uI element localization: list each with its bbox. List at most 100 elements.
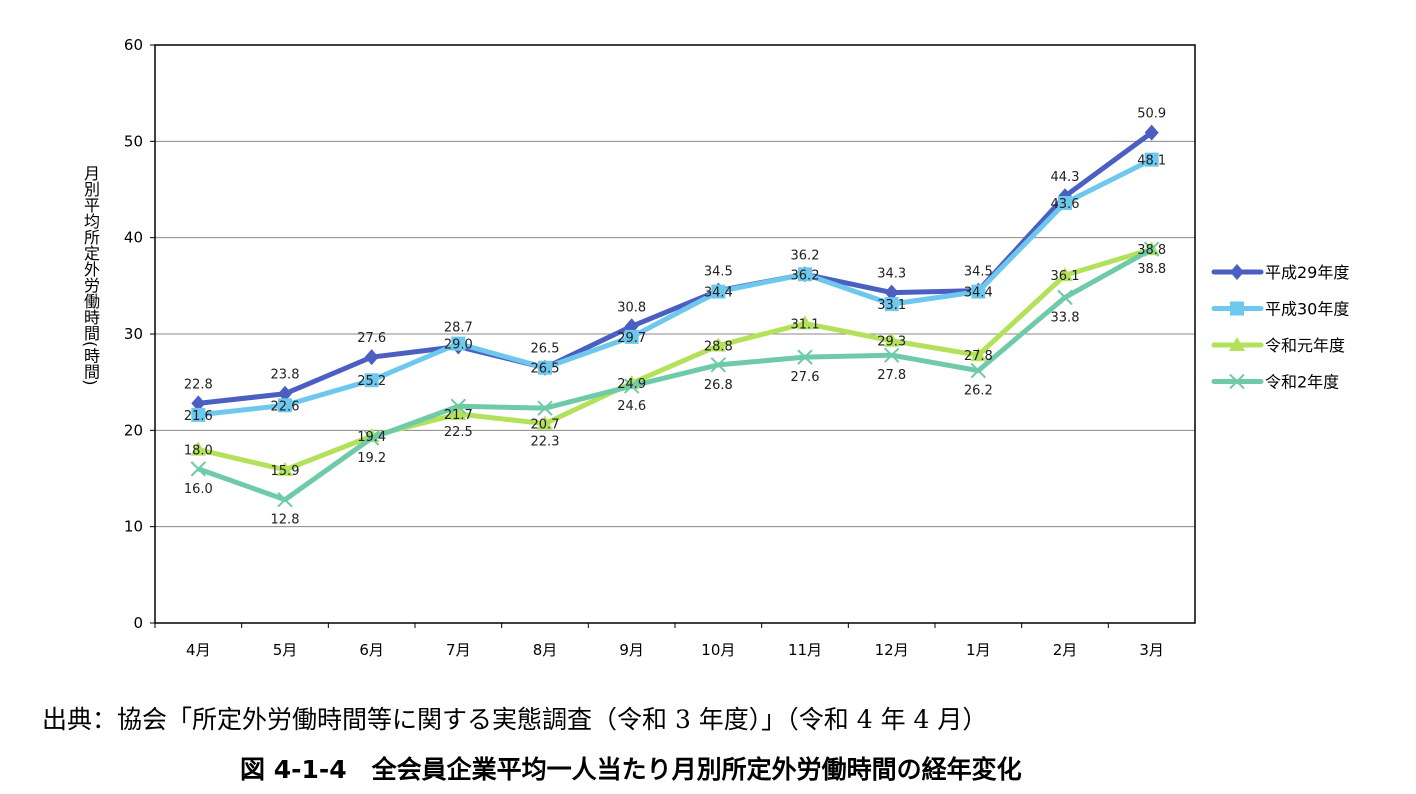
data-point <box>538 360 552 375</box>
data-label: 20.7 <box>531 418 560 433</box>
data-point <box>450 405 467 420</box>
data-point <box>971 284 986 299</box>
x-tick-label: 9月 <box>619 641 644 659</box>
data-point <box>884 297 899 312</box>
x-tick-label: 11月 <box>788 641 822 659</box>
data-label: 36.1 <box>1051 269 1080 284</box>
data-label: 43.6 <box>1051 197 1080 212</box>
legend-label: 平成30年度 <box>1265 300 1349 319</box>
data-label: 22.6 <box>271 399 300 414</box>
data-point <box>451 336 466 351</box>
legend-label: 令和2年度 <box>1265 373 1339 392</box>
y-tick-label: 30 <box>124 325 143 343</box>
data-label: 23.8 <box>271 368 300 383</box>
y-tick-label: 0 <box>133 614 143 632</box>
legend-label: 令和元年度 <box>1265 336 1345 355</box>
data-label: 12.8 <box>271 513 300 528</box>
data-label: 36.2 <box>791 268 820 283</box>
data-label: 34.3 <box>877 267 906 282</box>
data-point <box>970 362 987 379</box>
y-tick-label: 50 <box>124 132 143 150</box>
data-point <box>537 415 553 430</box>
data-label: 28.7 <box>444 321 473 336</box>
data-point <box>883 332 900 347</box>
data-label: 30.8 <box>617 300 646 315</box>
figure-caption: 図 4-1-4 全会員企業平均一人当たり月別所定外労働時間の経年変化 <box>240 755 1022 784</box>
y-tick-label: 60 <box>124 36 143 54</box>
data-point <box>1058 195 1072 210</box>
data-label: 26.5 <box>531 342 560 357</box>
legend-marker <box>1230 301 1244 316</box>
data-label: 34.5 <box>964 265 993 280</box>
data-label: 27.6 <box>791 370 820 385</box>
data-label: 21.6 <box>184 409 213 424</box>
data-label: 24.6 <box>617 399 646 414</box>
data-point <box>277 461 293 476</box>
data-label: 22.5 <box>444 425 473 440</box>
data-point <box>190 461 207 477</box>
data-point <box>711 284 726 299</box>
data-point <box>883 347 900 363</box>
data-point <box>190 441 207 456</box>
data-label: 34.5 <box>704 265 733 280</box>
x-tick-label: 8月 <box>533 641 558 659</box>
data-label: 27.8 <box>877 368 906 383</box>
data-point <box>624 329 639 344</box>
data-point <box>278 385 292 402</box>
data-label: 27.6 <box>357 331 386 346</box>
data-label: 31.1 <box>791 317 820 332</box>
x-tick-label: 1月 <box>966 641 991 659</box>
legend-label: 平成29年度 <box>1265 263 1349 282</box>
data-point <box>450 398 467 414</box>
data-label: 33.8 <box>1051 310 1080 325</box>
data-point <box>191 407 206 422</box>
data-label: 25.2 <box>357 374 386 389</box>
x-tick-label: 10月 <box>701 641 735 659</box>
series-line <box>197 246 1153 473</box>
source-note: 出典：協会「所定外労働時間等に関する実態調査（令和 3 年度）」（令和 4 年 … <box>42 705 988 734</box>
data-label: 16.0 <box>184 482 213 497</box>
x-tick-label: 5月 <box>273 641 298 659</box>
x-tick-label: 3月 <box>1139 641 1164 659</box>
data-label: 28.8 <box>704 340 733 355</box>
data-point <box>537 400 553 416</box>
data-label: 34.4 <box>964 286 993 301</box>
data-label: 50.9 <box>1137 107 1166 122</box>
data-point <box>710 357 727 373</box>
data-label: 26.2 <box>964 384 993 399</box>
data-point <box>364 349 379 366</box>
series-line <box>198 157 1153 418</box>
x-tick-label: 4月 <box>186 641 211 659</box>
data-point <box>1057 267 1073 282</box>
data-point <box>278 398 292 413</box>
data-point <box>363 430 380 446</box>
data-label: 34.4 <box>704 286 733 301</box>
data-point <box>797 315 813 330</box>
data-label: 36.2 <box>791 248 820 263</box>
data-label: 26.8 <box>704 378 733 393</box>
data-label: 22.8 <box>184 377 213 392</box>
data-point <box>797 349 813 365</box>
data-label: 48.1 <box>1137 154 1166 169</box>
legend-marker <box>1229 337 1245 351</box>
data-label: 18.0 <box>184 444 213 459</box>
y-tick-label: 40 <box>124 229 143 247</box>
data-label: 38.8 <box>1137 243 1166 258</box>
x-tick-label: 7月 <box>446 641 471 659</box>
data-label: 22.3 <box>531 435 560 450</box>
y-axis-label: 月別平均所定外労働時間(時間) <box>81 165 100 386</box>
x-tick-label: 12月 <box>875 641 909 659</box>
data-label: 33.1 <box>877 298 906 313</box>
data-label: 44.3 <box>1051 170 1080 185</box>
data-label: 15.9 <box>271 464 300 479</box>
data-point <box>884 284 899 301</box>
data-label: 19.4 <box>357 430 386 445</box>
x-tick-label: 2月 <box>1053 641 1078 659</box>
y-tick-label: 20 <box>124 421 143 439</box>
data-label: 19.2 <box>357 451 386 466</box>
data-label: 26.5 <box>531 362 560 377</box>
data-label: 29.7 <box>617 331 646 346</box>
series-line <box>197 247 1153 503</box>
data-point <box>1144 124 1159 141</box>
